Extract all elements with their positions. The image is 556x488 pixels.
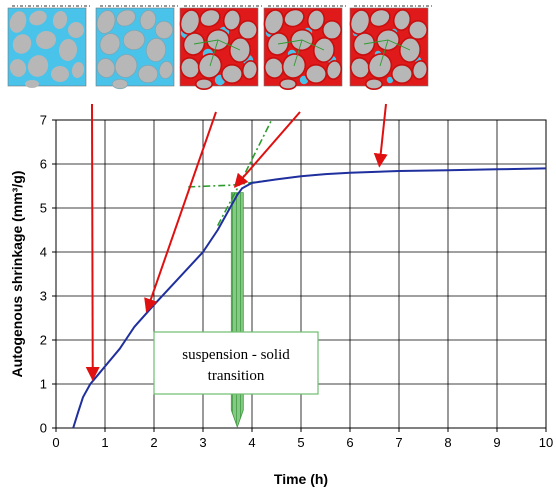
- microstructure-panel: [7, 5, 92, 88]
- y-tick-label: 2: [40, 333, 47, 348]
- particle: [306, 9, 326, 31]
- particle: [29, 10, 47, 26]
- particle: [58, 39, 78, 61]
- particle: [179, 9, 201, 35]
- x-tick-label: 7: [395, 435, 402, 450]
- x-tick-label: 8: [444, 435, 451, 450]
- y-tick-label: 3: [40, 289, 47, 304]
- particle: [263, 9, 285, 35]
- x-tick-label: 1: [101, 435, 108, 450]
- stage-arrow: [85, 103, 100, 382]
- y-tick-label: 4: [40, 245, 47, 260]
- particle: [283, 8, 305, 28]
- particle: [158, 60, 174, 80]
- x-tick-label: 2: [150, 435, 157, 450]
- y-tick-label: 6: [40, 157, 47, 172]
- y-axis-title: Autogenous shrinkage (mm³/g): [9, 171, 25, 378]
- x-tick-label: 0: [52, 435, 59, 450]
- particle: [278, 78, 297, 91]
- stage-arrow: [144, 111, 217, 313]
- annotation-line-1: suspension - solid: [182, 347, 290, 363]
- particle: [321, 19, 342, 40]
- y-axis-ticks: 0 1 2 3 4 5 6 7: [40, 113, 56, 436]
- particle: [325, 60, 343, 80]
- x-tick-label: 4: [248, 435, 255, 450]
- stage-arrow: [373, 103, 388, 168]
- particle: [407, 19, 428, 40]
- microstructure-panel: [95, 5, 180, 90]
- particle: [238, 19, 259, 40]
- particle: [411, 60, 429, 80]
- particle: [369, 8, 391, 28]
- particle: [96, 57, 116, 79]
- bond-line: [193, 39, 241, 67]
- particle: [122, 29, 146, 51]
- stage-arrow: [233, 111, 301, 188]
- particle: [349, 9, 371, 35]
- particle: [51, 66, 69, 82]
- y-tick-label: 1: [40, 377, 47, 392]
- pore: [386, 76, 394, 84]
- particle: [52, 11, 68, 29]
- particle: [25, 80, 39, 88]
- annotation-line-2: transition: [208, 368, 265, 384]
- x-tick-label: 5: [297, 435, 304, 450]
- particle: [96, 10, 116, 34]
- particle: [392, 9, 412, 31]
- particle: [222, 9, 242, 31]
- microstructure-panel: [179, 5, 264, 91]
- particle: [195, 78, 214, 91]
- particle: [137, 64, 159, 84]
- transition-annotation: suspension - solid transition: [153, 331, 319, 395]
- y-tick-label: 5: [40, 201, 47, 216]
- particle: [116, 9, 136, 27]
- particle: [199, 8, 221, 28]
- plot-area: 0 1 2 3 4 5 6 7 8 9 10 0 1 2 3 4 5 6 7 suspension - solid…: [40, 103, 553, 450]
- x-tick-label: 6: [346, 435, 353, 450]
- microstructure-panels: [7, 5, 434, 91]
- y-tick-label: 7: [40, 113, 47, 128]
- particle: [9, 11, 27, 33]
- particle: [241, 60, 259, 80]
- particle: [139, 9, 157, 31]
- particle: [9, 59, 27, 77]
- particle: [145, 37, 167, 63]
- particle: [154, 20, 174, 40]
- particle: [27, 55, 49, 77]
- particle: [12, 34, 32, 54]
- bond-line: [277, 39, 325, 67]
- particle: [68, 22, 84, 38]
- particle: [304, 64, 327, 85]
- particle: [99, 33, 121, 55]
- x-axis-title: Time (h): [274, 471, 328, 487]
- particle: [221, 64, 244, 85]
- stage-arrows: [85, 103, 388, 382]
- microstructure-panel: [263, 5, 348, 91]
- particle: [114, 54, 138, 78]
- x-tick-label: 3: [199, 435, 206, 450]
- particle: [36, 30, 56, 50]
- particle: [71, 62, 85, 78]
- x-tick-label: 10: [539, 435, 553, 450]
- particle: [390, 64, 413, 85]
- particle: [111, 78, 129, 90]
- x-axis-ticks: 0 1 2 3 4 5 6 7 8 9 10: [52, 428, 553, 450]
- particle: [364, 78, 383, 91]
- annotation-box: [153, 331, 319, 395]
- y-tick-label: 0: [40, 421, 47, 436]
- microstructure-panel: [349, 5, 434, 91]
- x-tick-label: 9: [493, 435, 500, 450]
- bond-line: [363, 39, 411, 67]
